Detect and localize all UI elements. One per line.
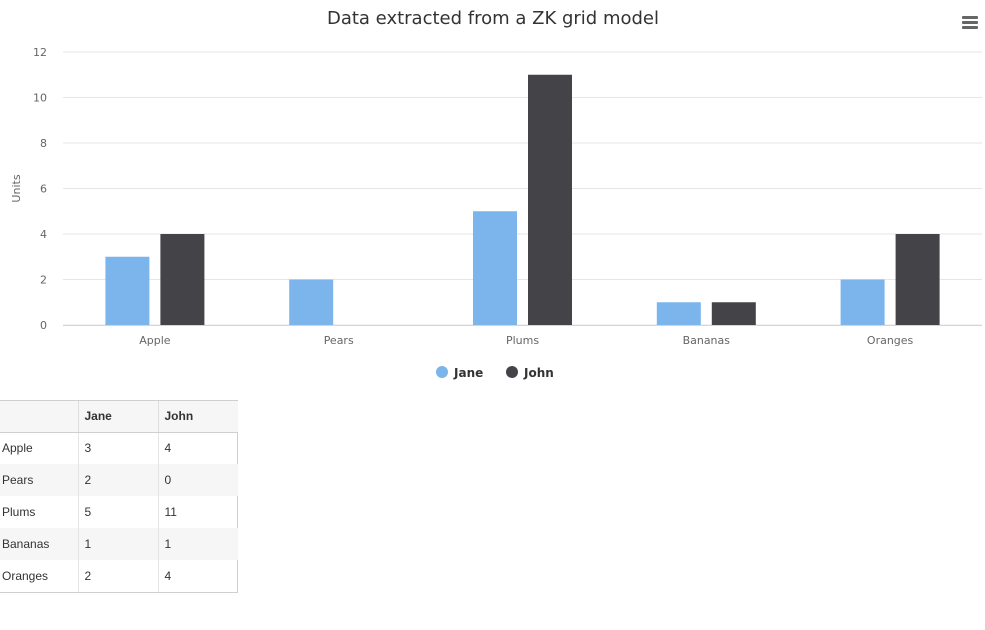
bar-jane — [656, 302, 701, 325]
grid-cell-john: 11 — [164, 505, 177, 519]
legend-label-john: John — [523, 366, 554, 380]
chart-title: Data extracted from a ZK grid model — [327, 8, 659, 29]
grid-row: Oranges 2 4 — [0, 560, 238, 592]
grid-cell-john: 4 — [164, 441, 172, 456]
x-tick-label: Oranges — [867, 334, 914, 347]
grid-header-row: Jane John — [0, 401, 238, 433]
grid-row: Apple 3 4 — [0, 432, 238, 464]
bar-jane — [473, 211, 517, 325]
x-tick-label: Pears — [324, 334, 354, 347]
legend-marker-jane — [436, 366, 448, 378]
grid-cell-john: 0 — [158, 464, 238, 496]
bar-john — [895, 234, 940, 325]
x-tick-label: Bananas — [683, 334, 731, 347]
y-tick-label: 12 — [33, 46, 47, 59]
bar-john — [160, 234, 205, 325]
x-tick-label: Plums — [506, 334, 539, 347]
y-axis-label: Units — [10, 174, 23, 202]
bar-john — [711, 302, 756, 325]
grid-row: Plums 5 11 — [0, 496, 238, 528]
y-tick-label: 4 — [40, 228, 47, 241]
grid-cell-john: 4 — [164, 569, 172, 583]
grid-row: Pears 2 0 — [0, 464, 238, 496]
hamburger-menu-icon — [962, 16, 978, 19]
grid-cell-jane: 2 — [78, 560, 159, 592]
x-tick-label: Apple — [139, 334, 171, 347]
grid-header-john[interactable]: John — [158, 401, 238, 433]
y-tick-label: 10 — [33, 92, 47, 105]
y-tick-label: 0 — [40, 319, 47, 332]
grid-cell-jane: 3 — [78, 432, 159, 464]
grid-row-label: Bananas — [0, 528, 79, 560]
grid-cell-jane: 5 — [78, 496, 159, 528]
grid-row: Bananas 1 1 — [0, 528, 238, 560]
data-grid: Jane John Apple 3 4 Pears 2 0 Plums 5 11… — [0, 400, 238, 593]
hamburger-menu-icon-bar — [962, 21, 978, 24]
grid-cell-jane: 2 — [78, 464, 159, 496]
chart-menu-button[interactable] — [958, 12, 982, 32]
y-tick-label: 6 — [40, 183, 47, 196]
bar-chart: Data extracted from a ZK grid model 0 2 4 6 8… — [10, 8, 982, 380]
grid-cell-john: 1 — [158, 528, 238, 560]
grid-row-label: Oranges — [0, 560, 79, 592]
legend-marker-john — [506, 366, 518, 378]
legend-label-jane: Jane — [453, 366, 483, 380]
y-tick-label: 2 — [40, 274, 47, 287]
grid-row-label: Apple — [0, 432, 79, 464]
grid-cell-jane: 1 — [78, 528, 159, 560]
bar-jane — [840, 279, 885, 325]
bar-john — [528, 74, 572, 325]
bar-jane — [289, 279, 334, 325]
grid-header-corner — [0, 401, 79, 433]
grid-row-label: Plums — [0, 496, 79, 528]
grid-row-label: Pears — [0, 464, 79, 496]
y-tick-label: 8 — [40, 137, 47, 150]
grid-header-jane[interactable]: Jane — [78, 401, 159, 433]
hamburger-menu-icon-bar — [962, 26, 978, 29]
bar-jane — [105, 256, 150, 325]
chart-container: Data extracted from a ZK grid model 0 2 4 6 8… — [10, 8, 982, 380]
grid-table: Jane John Apple 3 4 Pears 2 0 Plums 5 11… — [0, 401, 238, 592]
